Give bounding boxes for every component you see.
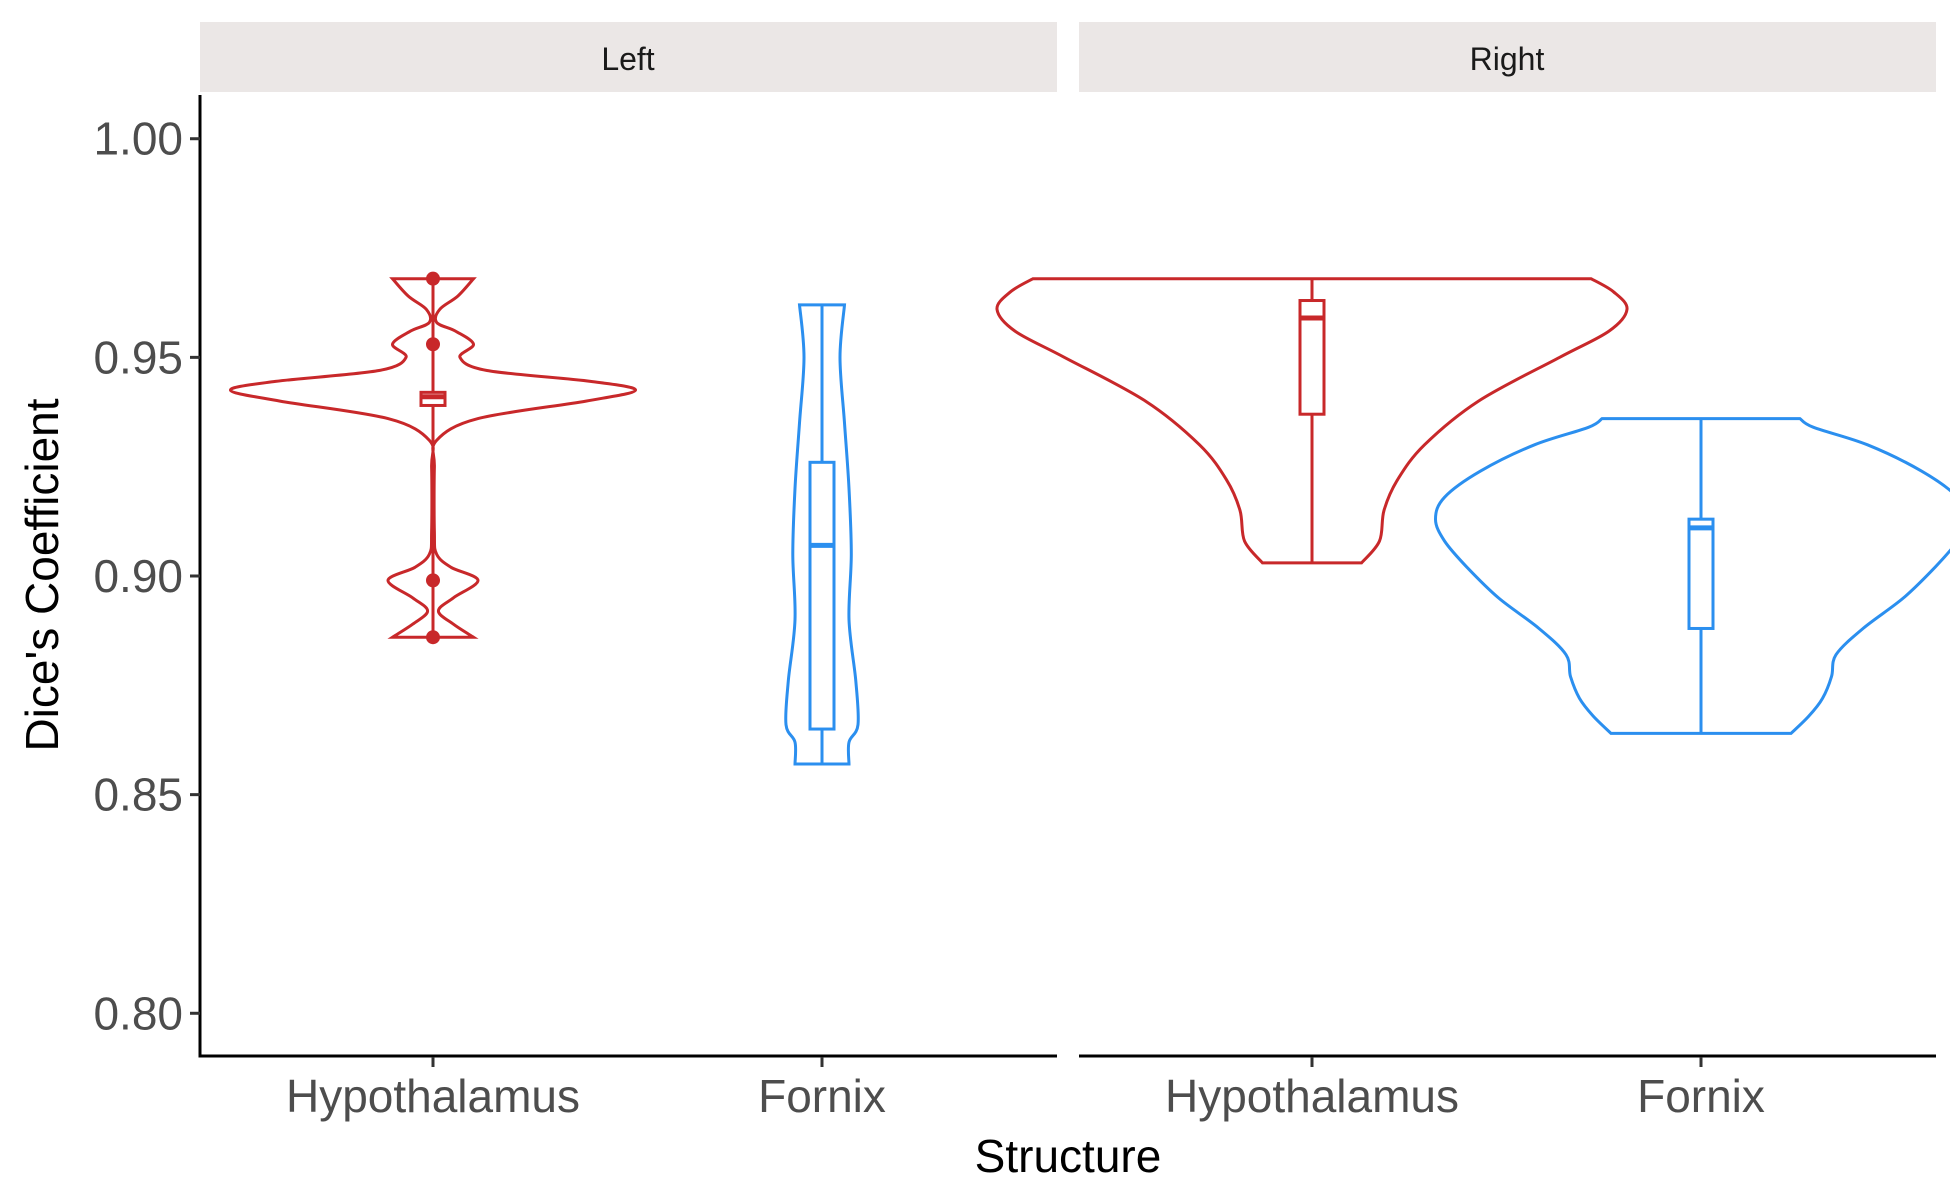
- box-right-fornix: [1687, 517, 1715, 630]
- facet-strip-right: [1079, 22, 1936, 92]
- y-tick-label-2: 0.90: [93, 550, 183, 602]
- plot-marks: [228, 271, 1950, 766]
- facet-label-right: Right: [1470, 41, 1545, 77]
- outlier-left-hypothalamus-2: [426, 573, 440, 588]
- y-axis-title: Dice's Coefficient: [16, 398, 68, 751]
- y-tick-label-1: 0.85: [93, 769, 183, 821]
- x-tick-label-left-fornix: Fornix: [758, 1070, 886, 1122]
- violin-right-fornix: [1433, 417, 1950, 735]
- x-tick-label-right-fornix: Fornix: [1637, 1070, 1765, 1122]
- violin-left-fornix: [784, 303, 860, 766]
- facet-label-left: Left: [601, 41, 654, 77]
- y-axis-ticks: 0.80 0.85 0.90 0.95 1.00: [93, 113, 200, 1039]
- outlier-left-hypothalamus-3: [426, 630, 440, 645]
- x-axis-ticks: Hypothalamus Fornix Hypothalamus Fornix: [286, 1057, 1765, 1122]
- x-axis-title: Structure: [975, 1130, 1162, 1182]
- outlier-left-hypothalamus-1: [426, 337, 440, 352]
- x-tick-label-right-hypothalamus: Hypothalamus: [1165, 1070, 1459, 1122]
- facet-strip-left: [200, 22, 1057, 92]
- x-tick-label-left-hypothalamus: Hypothalamus: [286, 1070, 580, 1122]
- box-left-fornix: [808, 460, 836, 731]
- outlier-left-hypothalamus-0: [426, 271, 440, 286]
- y-tick-label-0: 0.80: [93, 987, 183, 1039]
- y-tick-label-3: 0.95: [93, 331, 183, 383]
- y-tick-label-4: 1.00: [93, 113, 183, 165]
- violin-right-hypothalamus: [995, 277, 1629, 565]
